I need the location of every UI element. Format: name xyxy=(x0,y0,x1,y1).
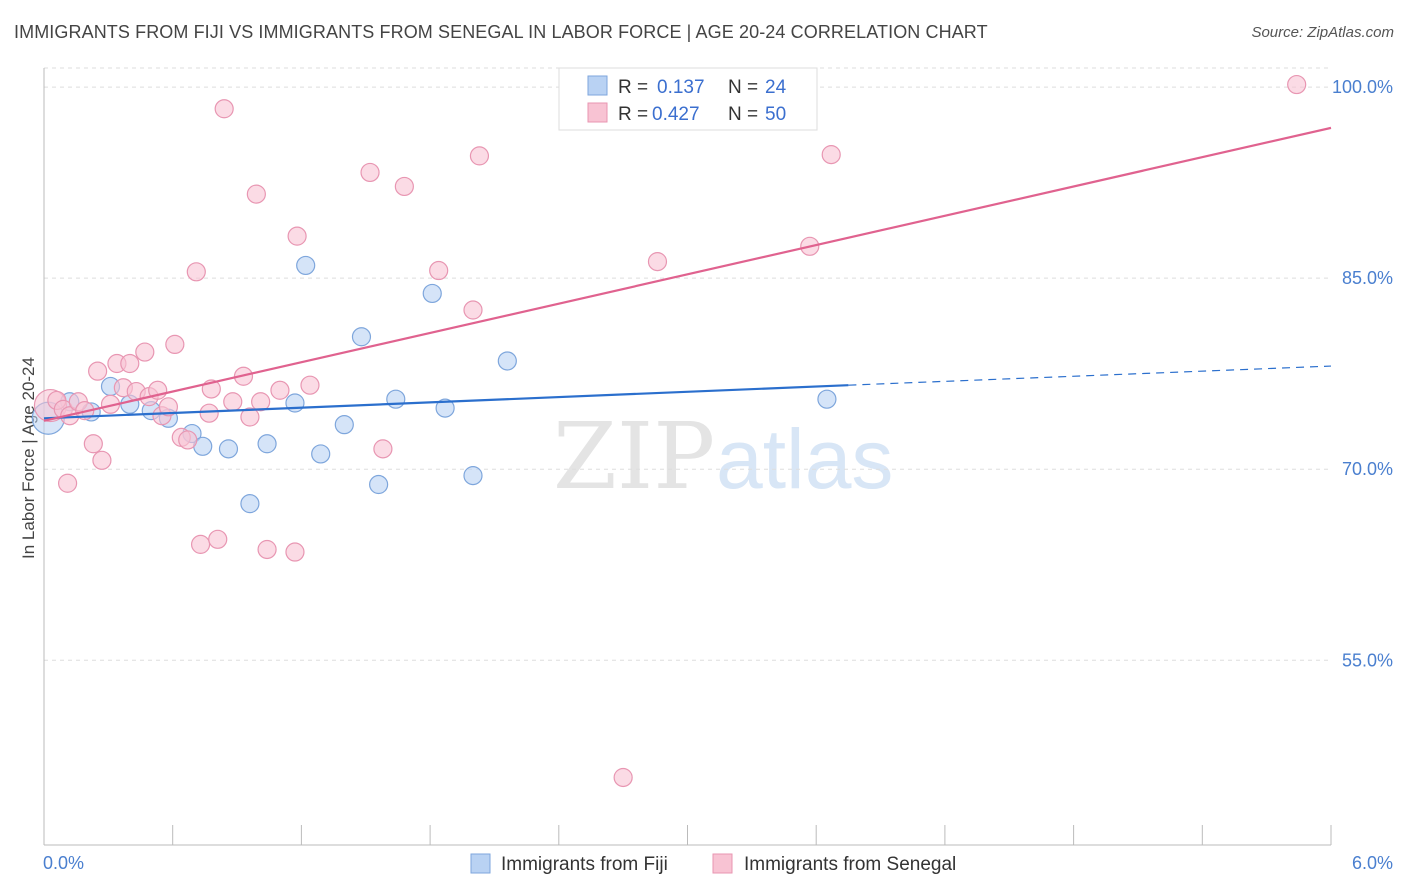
senegal-point xyxy=(394,176,414,197)
y-tick-label: 100.0% xyxy=(1332,77,1393,97)
senegal-point xyxy=(158,397,179,417)
senegal-point xyxy=(300,375,320,395)
senegal-point xyxy=(613,767,633,788)
watermark-atlas: atlas xyxy=(716,412,893,506)
senegal-point xyxy=(1287,74,1307,95)
senegal-point xyxy=(88,361,108,381)
senegal-point xyxy=(463,300,483,320)
fiji-point xyxy=(422,283,442,304)
legend-fiji-n-label: N = xyxy=(728,77,758,98)
fiji-point xyxy=(435,398,455,418)
senegal-point xyxy=(240,407,260,427)
senegal-point xyxy=(287,226,307,246)
senegal-point xyxy=(429,260,449,281)
senegal-point xyxy=(285,542,305,562)
senegal-point xyxy=(223,392,243,412)
x-tick-label-max: 6.0% xyxy=(1352,853,1393,873)
series-legend-swatch-fiji xyxy=(470,853,491,874)
fiji-point xyxy=(386,389,406,409)
senegal-point xyxy=(120,353,140,374)
y-axis-title: In Labor Force | Age 20-24 xyxy=(19,357,38,559)
senegal-point xyxy=(92,450,112,470)
fiji-trend-line xyxy=(43,384,849,420)
legend-swatch-senegal xyxy=(587,102,608,123)
gridlines xyxy=(44,67,1331,661)
legend-fiji-n-value: 24 xyxy=(765,77,787,98)
senegal-point xyxy=(821,145,841,165)
legend-senegal-r-label: R = xyxy=(618,104,648,125)
x-axis-ticks xyxy=(43,825,1332,845)
senegal-point xyxy=(251,392,271,412)
senegal-point xyxy=(373,439,393,459)
y-tick-labels: 55.0% 70.0% 85.0% 100.0% xyxy=(1332,77,1393,670)
fiji-point xyxy=(311,444,331,464)
fiji-point xyxy=(334,415,354,435)
legend-fiji-r-label: R = xyxy=(618,77,648,98)
senegal-point xyxy=(135,342,155,362)
stats-legend: R = 0.137 N = 24 R = 0.427 N = 50 xyxy=(558,67,818,131)
source-label: Source: ZipAtlas.com xyxy=(1251,24,1394,41)
fiji-point xyxy=(218,439,239,459)
legend-senegal-n-value: 50 xyxy=(765,104,786,125)
senegal-point xyxy=(165,334,185,355)
senegal-point xyxy=(270,380,290,400)
senegal-point xyxy=(208,529,228,549)
senegal-trend-line xyxy=(43,126,1332,422)
fiji-point xyxy=(257,434,277,454)
watermark-zip: ZIP xyxy=(553,403,715,510)
senegal-point xyxy=(186,262,206,282)
y-tick-label: 85.0% xyxy=(1342,268,1393,288)
fiji-point xyxy=(497,351,517,371)
fiji-trend-extension xyxy=(848,365,1332,386)
series-legend-swatch-senegal xyxy=(712,853,733,874)
senegal-point xyxy=(257,539,277,560)
series-legend: Immigrants from Fiji Immigrants from Sen… xyxy=(470,853,956,875)
series-legend-label-senegal: Immigrants from Senegal xyxy=(744,854,956,875)
senegal-point xyxy=(246,184,266,204)
legend-senegal-r-value: 0.427 xyxy=(652,104,700,125)
senegal-point xyxy=(647,252,668,272)
senegal-point xyxy=(83,434,103,454)
fiji-point xyxy=(296,255,316,276)
senegal-points xyxy=(33,74,1307,788)
fiji-point xyxy=(817,389,837,409)
y-tick-label: 55.0% xyxy=(1342,650,1393,670)
fiji-point xyxy=(351,327,372,347)
series-legend-label-fiji: Immigrants from Fiji xyxy=(501,854,668,875)
fiji-point xyxy=(240,494,260,514)
fiji-point xyxy=(369,474,389,495)
senegal-point xyxy=(469,146,490,166)
trend-lines xyxy=(43,126,1332,422)
legend-senegal-n-label: N = xyxy=(728,104,758,125)
senegal-point xyxy=(190,534,211,554)
x-tick-label-min: 0.0% xyxy=(43,853,84,873)
y-tick-label: 70.0% xyxy=(1342,459,1393,479)
legend-swatch-fiji xyxy=(587,75,608,96)
senegal-point xyxy=(57,473,78,493)
chart-title: IMMIGRANTS FROM FIJI VS IMMIGRANTS FROM … xyxy=(14,22,988,42)
legend-fiji-r-value: 0.137 xyxy=(657,77,705,98)
fiji-point xyxy=(463,466,483,486)
senegal-point xyxy=(178,430,198,450)
senegal-point xyxy=(360,162,380,183)
senegal-point xyxy=(214,99,234,119)
senegal-point xyxy=(199,403,219,423)
